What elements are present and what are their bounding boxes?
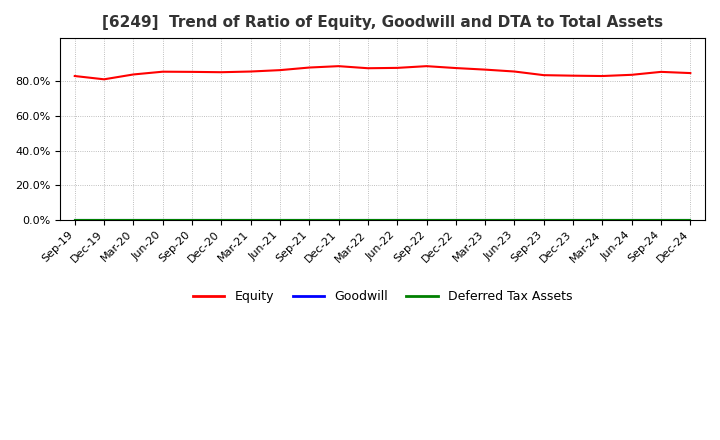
Title: [6249]  Trend of Ratio of Equity, Goodwill and DTA to Total Assets: [6249] Trend of Ratio of Equity, Goodwil…	[102, 15, 663, 30]
Legend: Equity, Goodwill, Deferred Tax Assets: Equity, Goodwill, Deferred Tax Assets	[188, 285, 577, 308]
